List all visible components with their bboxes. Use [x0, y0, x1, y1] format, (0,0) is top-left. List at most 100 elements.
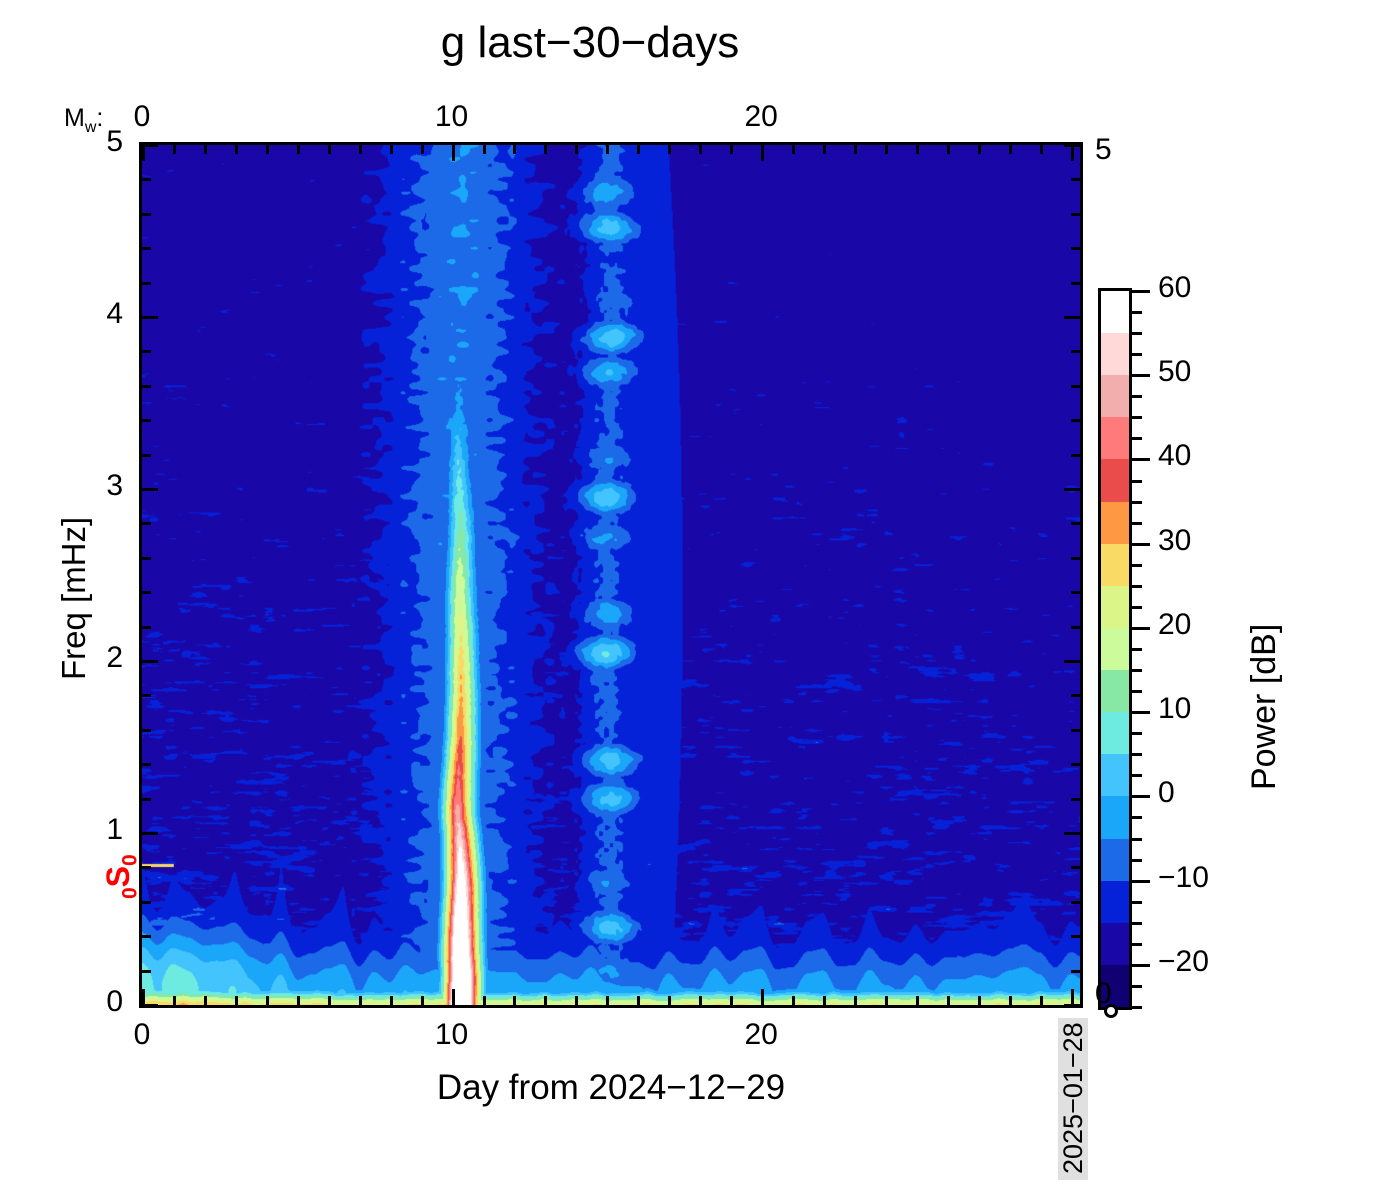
- axis-tick: [421, 145, 424, 154]
- axis-tick-label: 20: [744, 1018, 778, 1051]
- axis-tick: [1071, 522, 1080, 525]
- x-axis-label: Day from 2024−12−29: [436, 1068, 786, 1107]
- axis-tick: [142, 832, 158, 835]
- axis-tick: [761, 989, 764, 1005]
- axis-tick: [1132, 311, 1142, 314]
- y-axis-label: Freq [mHz]: [55, 516, 92, 680]
- axis-tick: [1071, 247, 1080, 250]
- axis-tick: [1132, 964, 1150, 967]
- axis-tick: [1132, 585, 1142, 588]
- axis-tick: [1071, 729, 1080, 732]
- axis-tick: [359, 996, 362, 1005]
- colorbar-band: [1101, 964, 1129, 1007]
- axis-tick: [173, 996, 176, 1005]
- axis-tick: [1132, 922, 1142, 925]
- axis-tick: [1064, 488, 1080, 491]
- axis-tick: [1132, 458, 1150, 461]
- axis-tick: [978, 996, 981, 1005]
- axis-tick: [792, 996, 795, 1005]
- axis-tick: [1132, 859, 1142, 862]
- axis-tick: [328, 996, 331, 1005]
- axis-tick: [1071, 385, 1080, 388]
- axis-tick: [730, 145, 733, 154]
- axis-tick: [1132, 669, 1142, 672]
- axis-tick: [452, 989, 455, 1005]
- axis-tick: [1132, 564, 1142, 567]
- colorbar-band: [1101, 838, 1129, 882]
- axis-tick: [1132, 1006, 1142, 1009]
- spectrogram-image: [142, 145, 1080, 1005]
- axis-tick: [1132, 732, 1142, 735]
- axis-tick: [916, 145, 919, 154]
- axis-tick: [142, 989, 145, 1005]
- axis-tick: [1009, 996, 1012, 1005]
- axis-tick: [1132, 522, 1142, 525]
- axis-tick: [606, 996, 609, 1005]
- axis-tick: [142, 282, 151, 285]
- axis-tick: [297, 145, 300, 154]
- axis-tick: [1040, 145, 1043, 154]
- axis-tick: [916, 996, 919, 1005]
- axis-tick-label: 60: [1158, 271, 1192, 304]
- axis-tick: [1064, 1004, 1080, 1007]
- axis-tick-label: 40: [1158, 439, 1192, 473]
- axis-tick: [668, 145, 671, 154]
- axis-tick: [142, 970, 151, 973]
- axis-tick-label: −10: [1158, 860, 1209, 894]
- axis-tick: [142, 454, 151, 457]
- axis-tick: [1071, 626, 1080, 629]
- axis-tick: [1132, 606, 1142, 609]
- axis-tick: [885, 145, 888, 154]
- axis-tick: [204, 145, 207, 154]
- axis-tick: [1071, 419, 1080, 422]
- mw-axis-label-colon: :: [96, 104, 104, 132]
- axis-tick: [142, 866, 151, 869]
- axis-tick: [823, 145, 826, 154]
- axis-tick: [173, 145, 176, 154]
- axis-tick: [142, 213, 151, 216]
- axis-tick: [390, 996, 393, 1005]
- axis-tick: [142, 591, 151, 594]
- date-stamp: 2025−01−28: [1058, 1018, 1088, 1180]
- axis-tick-label: 30: [1158, 523, 1192, 557]
- axis-tick: [1132, 711, 1150, 714]
- axis-tick: [606, 145, 609, 154]
- axis-tick-label: 3: [106, 469, 123, 502]
- axis-tick-label: 2: [106, 641, 123, 674]
- colorbar-band: [1101, 417, 1129, 461]
- axis-tick: [142, 522, 151, 525]
- axis-tick: [266, 996, 269, 1005]
- axis-tick: [1132, 416, 1142, 419]
- axis-tick: [142, 729, 151, 732]
- colorbar-label: Power [dB]: [1245, 623, 1283, 790]
- axis-tick: [142, 385, 151, 388]
- axis-tick: [513, 145, 516, 154]
- mw-axis-label: Mw:: [64, 104, 103, 137]
- mw-axis-label-text: M: [64, 104, 85, 132]
- colorbar-band: [1101, 459, 1129, 503]
- colorbar[interactable]: [1098, 288, 1132, 1010]
- spectrogram-plot[interactable]: [139, 142, 1083, 1008]
- axis-tick: [1132, 985, 1142, 988]
- axis-tick: [235, 996, 238, 1005]
- axis-tick: [544, 145, 547, 154]
- axis-tick: [978, 145, 981, 154]
- axis-tick: [1071, 989, 1074, 1005]
- axis-tick: [1071, 282, 1080, 285]
- axis-tick: [1064, 144, 1080, 147]
- axis-tick: [1132, 753, 1142, 756]
- axis-tick-label: 0: [106, 985, 123, 1018]
- axis-tick: [854, 145, 857, 154]
- axis-tick: [761, 145, 764, 161]
- axis-tick: [1071, 178, 1080, 181]
- axis-tick: [142, 763, 151, 766]
- axis-tick-label: 0: [133, 100, 151, 133]
- axis-tick: [1132, 353, 1142, 356]
- colorbar-band: [1101, 585, 1129, 629]
- axis-tick-label: −20: [1158, 944, 1209, 978]
- axis-tick: [1132, 816, 1142, 819]
- axis-tick-label: 5: [106, 125, 123, 158]
- axis-tick: [142, 178, 151, 181]
- axis-tick: [1132, 901, 1142, 904]
- axis-tick-label: 20: [1158, 607, 1192, 641]
